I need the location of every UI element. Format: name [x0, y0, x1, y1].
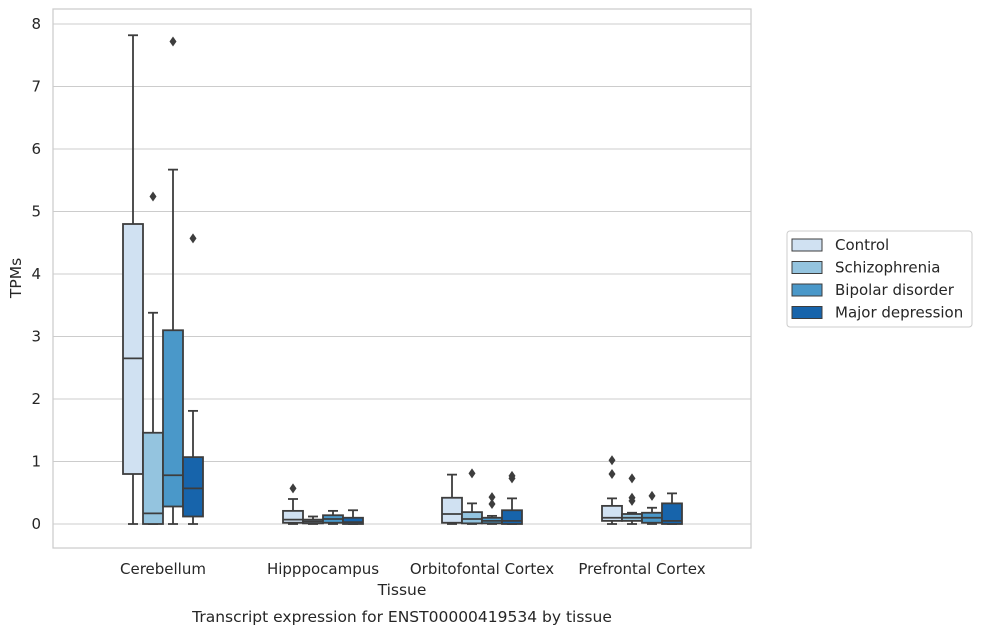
box-iqr [501, 509, 523, 525]
outlier-point [189, 233, 197, 244]
box-iqr [122, 223, 144, 475]
y-tick-label: 2 [31, 390, 41, 408]
outlier-point [608, 469, 616, 479]
legend-entry-label: Major depression [835, 304, 963, 322]
series-control [122, 34, 623, 525]
x-tick-label: Orbitofontal Cortex [410, 560, 554, 578]
box-plot-item [641, 490, 663, 525]
outlier-point [608, 455, 616, 466]
box-plot-item [122, 34, 144, 525]
box-plot-item [282, 483, 304, 525]
x-tick-labels: Cerebellum Hipppocampus Orbitofontal Corte… [120, 560, 706, 578]
legend-frame [786, 230, 973, 328]
y-tick-label: 7 [31, 78, 41, 96]
outlier-point [648, 490, 656, 501]
box-plot-item [481, 492, 503, 525]
outlier-point [169, 36, 177, 47]
x-tick-label: Prefrontal Cortex [578, 560, 705, 578]
y-tick-label: 4 [31, 265, 41, 283]
y-tick-label: 6 [31, 140, 41, 158]
series-bipolar-disorder [162, 36, 663, 525]
box-iqr [162, 329, 184, 508]
box-iqr [661, 502, 683, 525]
legend-entry-label: Schizophrenia [835, 259, 940, 277]
box-iqr [441, 496, 463, 524]
x-tick-label: Hipppocampus [267, 560, 379, 578]
box-plot-item [661, 492, 683, 525]
y-axis-label: TPMs [7, 258, 25, 299]
outlier-point [508, 470, 516, 481]
box-plot-item [162, 36, 184, 525]
outlier-point [468, 468, 476, 479]
series-major-depression [182, 233, 683, 525]
box-plot-item [621, 473, 643, 525]
x-axis-label: Tissue [377, 581, 427, 599]
series-schizophrenia [142, 191, 643, 525]
plot-frame [52, 8, 752, 549]
box-iqr [342, 516, 364, 525]
chart-caption: Transcript expression for ENST0000041953… [191, 608, 612, 626]
outlier-point [289, 483, 297, 494]
legend-swatch [791, 283, 823, 297]
outlier-point [488, 499, 496, 509]
y-tick-label: 1 [31, 453, 41, 471]
box-plot-item [501, 470, 523, 525]
box-iqr [182, 456, 204, 518]
box-plot-item [302, 515, 324, 525]
box-series-layer [122, 34, 683, 525]
y-tick-label: 0 [31, 515, 41, 533]
y-tick-labels: 0 1 2 3 4 5 6 7 8 [31, 15, 41, 533]
box-iqr [282, 509, 304, 524]
y-tick-label: 8 [31, 15, 41, 33]
legend-swatch [791, 306, 823, 319]
outlier-point [628, 492, 636, 503]
legend: Control Schizophrenia Bipolar disorder Majo… [786, 230, 973, 328]
x-tick-label: Cerebellum [120, 560, 206, 578]
outlier-point [149, 191, 157, 202]
box-iqr [461, 511, 483, 525]
y-tick-label: 3 [31, 328, 41, 346]
box-plot-item [182, 233, 204, 525]
box-plot-item [441, 473, 463, 525]
box-plot-item [322, 509, 344, 525]
box-plot-item [142, 191, 164, 525]
box-plot-item [601, 455, 623, 525]
legend-swatch [791, 261, 823, 274]
legend-entry-label: Bipolar disorder [835, 281, 955, 299]
y-tick-label: 5 [31, 203, 41, 221]
outlier-point [628, 473, 636, 484]
legend-swatch [791, 238, 823, 252]
outlier-point [488, 492, 496, 503]
box-plot-item [342, 509, 364, 525]
box-iqr [142, 431, 164, 525]
legend-entry-label: Control [835, 236, 889, 254]
box-plot-item [461, 468, 483, 525]
